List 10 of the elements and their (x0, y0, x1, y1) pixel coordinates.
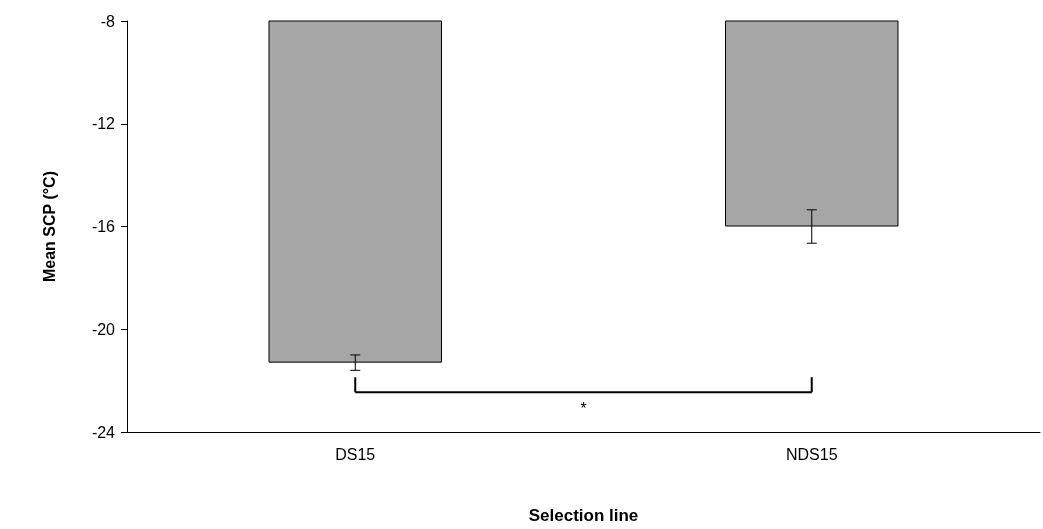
y-tick-label: -12 (91, 115, 116, 133)
y-tick-label: -8 (100, 12, 116, 30)
x-tick-label: NDS15 (785, 445, 838, 463)
y-tick-label: -20 (91, 320, 116, 338)
y-tick-label: -16 (91, 218, 116, 235)
annotation: * (580, 400, 587, 418)
x-tick-label: DS15 (335, 445, 376, 463)
x-axis-title: Selection line (528, 506, 639, 525)
y-tick-label: -24 (91, 423, 116, 441)
y-axis-title: Mean SCP (°C) (40, 170, 58, 283)
